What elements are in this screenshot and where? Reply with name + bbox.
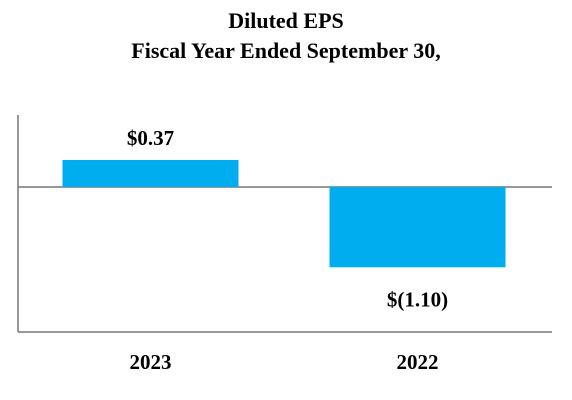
data-label-2023: $0.37 (127, 126, 174, 150)
bar-2022 (329, 187, 506, 268)
x-tick-label-2023: 2023 (130, 350, 172, 374)
chart-title: Diluted EPS (228, 8, 344, 33)
x-tick-label-2022: 2022 (397, 350, 439, 374)
chart-subtitle: Fiscal Year Ended September 30, (131, 38, 441, 63)
bar-2023 (62, 159, 239, 187)
data-label-2022: $(1.10) (387, 287, 448, 311)
